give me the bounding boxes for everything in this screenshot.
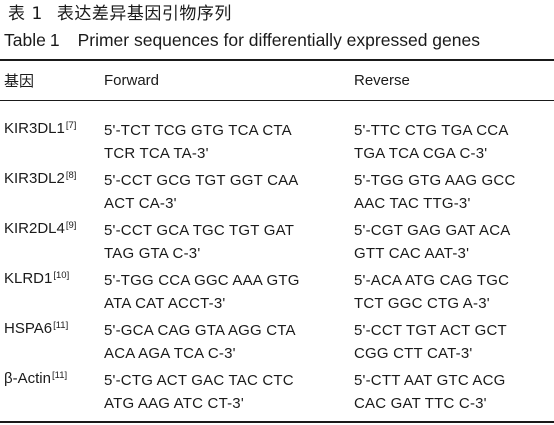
reverse-primer: 5'-TGG GTG AAG GCC AAC TAC TTG-3' — [354, 169, 515, 215]
reference-marker: [8] — [66, 170, 77, 181]
caption-cn-label: 表 — [8, 4, 26, 24]
gene-name: HSPA6[11] — [4, 319, 68, 339]
table-row: KLRD1[10] 5'-TGG CCA GGC AAA GTG ATA CAT … — [0, 266, 554, 316]
reverse-primer: 5'-CGT GAG GAT ACA GTT CAC AAT-3' — [354, 219, 511, 265]
gene-name: KIR2DL4[9] — [4, 219, 76, 239]
caption-cn-title: 表达差异基因引物序列 — [57, 4, 232, 24]
forward-primer: 5'-CCT GCG TGT GGT CAA ACT CA-3' — [104, 169, 299, 215]
reference-marker: [11] — [53, 320, 68, 331]
reverse-primer: 5'-ACA ATG CAG TGC TCT GGC CTG A-3' — [354, 269, 509, 315]
table-caption-en: Table 1 Primer sequences for differentiall… — [4, 29, 480, 51]
gene-name: KIR3DL2[8] — [4, 169, 76, 189]
caption-cn-number: 1 — [32, 4, 43, 24]
caption-en-label: Table — [4, 30, 46, 50]
header-rule — [0, 100, 554, 101]
column-header-gene: 基因 — [4, 71, 34, 91]
reference-marker: [7] — [66, 120, 77, 131]
caption-en-number: 1 — [50, 30, 60, 50]
forward-primer: 5'-CCT GCA TGC TGT GAT TAG GTA C-3' — [104, 219, 294, 265]
gene-name: KLRD1[10] — [4, 269, 69, 289]
caption-en-title: Primer sequences for differentially expr… — [78, 30, 480, 50]
reverse-primer: 5'-CCT TGT ACT GCT CGG CTT CAT-3' — [354, 319, 507, 365]
reference-marker: [9] — [66, 220, 77, 231]
forward-primer: 5'-GCA CAG GTA AGG CTA ACA AGA TCA C-3' — [104, 319, 296, 365]
forward-primer: 5'-TGG CCA GGC AAA GTG ATA CAT ACCT-3' — [104, 269, 300, 315]
gene-name: KIR3DL1[7] — [4, 119, 76, 139]
table-row: KIR3DL2[8] 5'-CCT GCG TGT GGT CAA ACT CA-… — [0, 166, 554, 216]
table-top-rule — [0, 59, 554, 61]
forward-primer: 5'-TCT TCG GTG TCA CTA TCR TCA TA-3' — [104, 119, 292, 165]
reference-marker: [10] — [53, 270, 69, 281]
table-bottom-rule — [0, 421, 554, 423]
reference-marker: [11] — [52, 370, 67, 381]
table-row: HSPA6[11] 5'-GCA CAG GTA AGG CTA ACA AGA … — [0, 316, 554, 366]
table-row: KIR3DL1[7] 5'-TCT TCG GTG TCA CTA TCR TCA… — [0, 116, 554, 166]
reverse-primer: 5'-TTC CTG TGA CCA TGA TCA CGA C-3' — [354, 119, 509, 165]
table-row: β-Actin[11] 5'-CTG ACT GAC TAC CTC ATG AA… — [0, 366, 554, 416]
table-caption-cn: 表 1 表达差异基因引物序列 — [8, 3, 232, 25]
forward-primer: 5'-CTG ACT GAC TAC CTC ATG AAG ATC CT-3' — [104, 369, 294, 415]
column-header-forward: Forward — [104, 71, 159, 91]
reverse-primer: 5'-CTT AAT GTC ACG CAC GAT TTC C-3' — [354, 369, 506, 415]
column-header-reverse: Reverse — [354, 71, 410, 91]
table-row: KIR2DL4[9] 5'-CCT GCA TGC TGT GAT TAG GTA… — [0, 216, 554, 266]
gene-name: β-Actin[11] — [4, 369, 67, 389]
